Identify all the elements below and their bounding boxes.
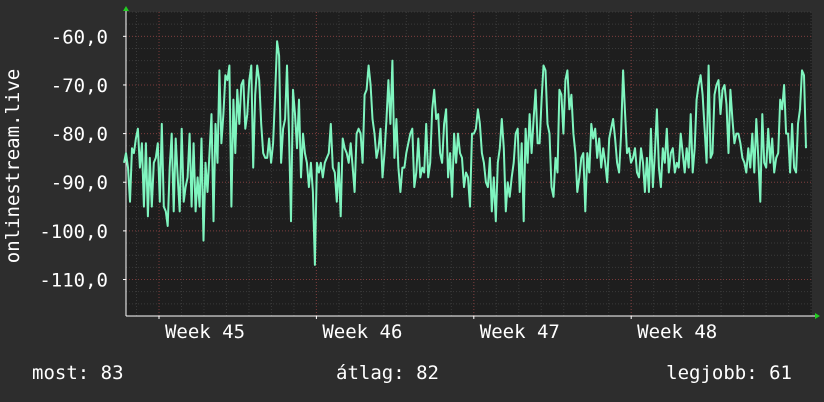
x-ticks: Week 45 Week 46 Week 47 Week 48 [158,316,717,343]
y-axis-label: onlinestream.live [2,68,24,264]
y-tick-label: -80,0 [51,124,108,146]
x-tick-label: Week 48 [637,321,717,343]
y-tick-label: -60,0 [51,26,108,48]
y-axis-arrow [123,6,129,11]
y-tick-label: -110,0 [39,270,108,292]
series-line [123,40,807,266]
x-tick-label: Week 47 [480,321,560,343]
y-ticks: -60,0 -70,0 -80,0 -90,0 -100,0 -110,0 [39,26,126,292]
axes [123,6,820,319]
y-tick-label: -100,0 [39,221,108,243]
x-axis-arrow [815,313,820,319]
x-tick-label: Week 45 [165,321,245,343]
y-tick-label: -70,0 [51,75,108,97]
plot-area [126,12,812,316]
y-tick-label: -90,0 [51,172,108,194]
stat-last: most: 83 [32,362,124,384]
y-axis-label-wrap: onlinestream.live [0,0,26,316]
stat-average: átlag: 82 [336,362,439,384]
x-tick-label: Week 46 [322,321,402,343]
stat-best: legjobb: 61 [666,362,792,384]
